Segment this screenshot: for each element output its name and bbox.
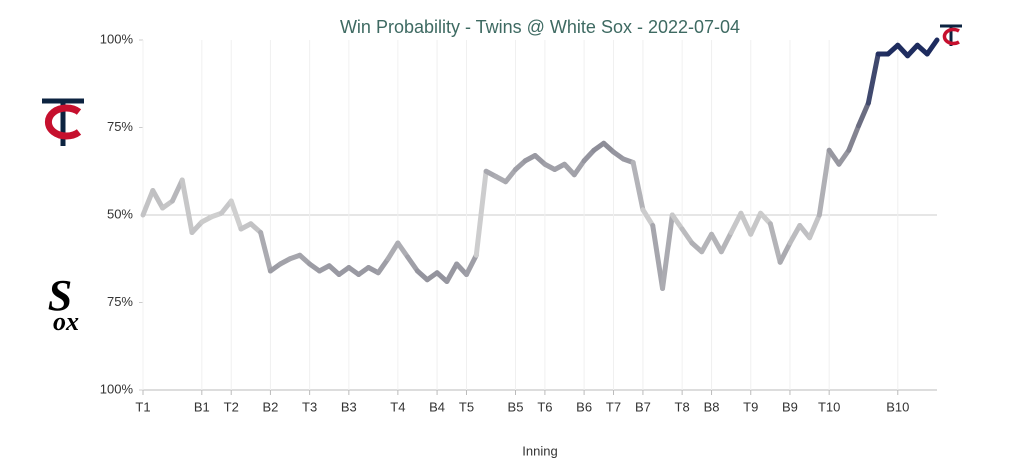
line-segment xyxy=(385,240,401,262)
x-tick-label: B7 xyxy=(635,399,651,414)
x-tick-label: B6 xyxy=(576,399,592,414)
line-segment xyxy=(699,231,715,255)
line-segment xyxy=(669,212,685,232)
line-segment xyxy=(738,210,754,237)
svg-text:S: S xyxy=(48,271,72,320)
x-tick-label: B1 xyxy=(194,399,210,414)
line-segment xyxy=(767,221,783,265)
x-tick-label: B10 xyxy=(886,399,909,414)
line-segment xyxy=(150,188,166,211)
line-segment xyxy=(444,261,460,284)
line-segment xyxy=(228,198,244,232)
x-tick-label: T8 xyxy=(675,399,690,414)
x-tick-label: T1 xyxy=(135,399,150,414)
line-segment xyxy=(473,168,489,258)
twins-logo-small xyxy=(940,24,962,46)
y-tick-label: 100% xyxy=(100,31,134,46)
white-sox-logo: S ox xyxy=(48,271,79,336)
line-segment xyxy=(728,210,744,235)
line-segment xyxy=(395,240,411,260)
x-tick-label: T3 xyxy=(302,399,317,414)
y-tick-label: 75% xyxy=(107,119,133,134)
line-segment xyxy=(846,123,862,153)
line-segment xyxy=(650,223,666,291)
line-segment xyxy=(179,177,195,235)
line-segment xyxy=(826,147,842,167)
x-tick-label: B5 xyxy=(508,399,524,414)
line-segment xyxy=(787,223,803,246)
y-tick-label: 50% xyxy=(107,206,133,221)
line-segment xyxy=(571,158,587,178)
x-tick-label: T4 xyxy=(390,399,405,414)
chart-title: Win Probability - Twins @ White Sox - 20… xyxy=(340,17,740,37)
line-segment xyxy=(807,212,822,241)
line-segment xyxy=(463,252,479,277)
line-segment xyxy=(836,147,852,167)
x-tick-label: B8 xyxy=(704,399,720,414)
x-tick-label: T10 xyxy=(818,399,840,414)
twins-logo xyxy=(42,98,84,146)
line-segment xyxy=(503,167,518,185)
y-tick-label: 75% xyxy=(107,294,133,309)
line-segment xyxy=(748,210,764,237)
line-segment xyxy=(660,212,675,291)
line-segment xyxy=(258,230,273,274)
x-tick-label: T5 xyxy=(459,399,474,414)
line-segment xyxy=(140,188,156,218)
line-segment xyxy=(640,207,656,228)
x-tick-label: T9 xyxy=(743,399,758,414)
x-tick-label: T2 xyxy=(224,399,239,414)
y-tick-label: 100% xyxy=(100,381,134,396)
line-segment xyxy=(865,51,881,106)
line-segment xyxy=(924,37,940,57)
line-segment xyxy=(709,231,724,255)
x-tick-label: B3 xyxy=(341,399,357,414)
line-segment xyxy=(816,147,832,218)
line-segment xyxy=(375,256,391,276)
line-segment xyxy=(679,226,695,246)
x-tick-label: B9 xyxy=(782,399,798,414)
x-tick-label: T6 xyxy=(537,399,552,414)
line-segment xyxy=(630,160,646,213)
x-axis-label: Inning xyxy=(522,443,557,458)
x-tick-label: B4 xyxy=(429,399,445,414)
x-tick-label: B2 xyxy=(262,399,278,414)
line-segment xyxy=(718,230,734,255)
line-segment xyxy=(777,240,793,265)
x-tick-label: T7 xyxy=(606,399,621,414)
line-segment xyxy=(405,254,420,274)
svg-text:ox: ox xyxy=(53,307,79,336)
line-segment xyxy=(856,100,871,129)
